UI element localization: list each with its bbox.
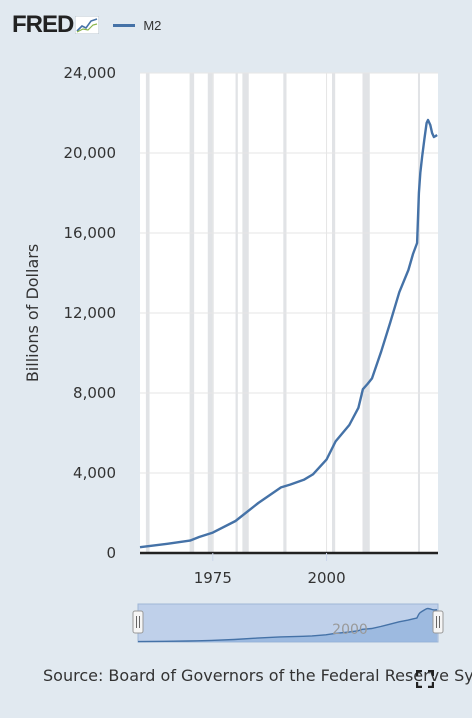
y-tick-label: 4,000 bbox=[73, 464, 116, 482]
y-tick-label: 0 bbox=[106, 544, 116, 562]
navigator-handle-right[interactable] bbox=[432, 610, 444, 634]
y-axis-label: Billions of Dollars bbox=[23, 244, 42, 382]
fred-chart-logo-icon[interactable] bbox=[75, 16, 100, 34]
series-line-m2 bbox=[139, 118, 438, 549]
navigator-handle-left[interactable] bbox=[132, 610, 144, 634]
navigator-area bbox=[138, 608, 438, 642]
x-tick-label: 1975 bbox=[194, 569, 232, 587]
legend-swatch bbox=[113, 23, 136, 27]
fred-logo-text[interactable]: FRED bbox=[12, 11, 74, 38]
y-tick-label: 20,000 bbox=[64, 144, 117, 162]
fred-header: FRED M2 bbox=[12, 8, 161, 42]
x-tick-label: 2000 bbox=[307, 569, 345, 587]
y-tick-label: 8,000 bbox=[73, 384, 116, 402]
chart-legend[interactable]: M2 bbox=[113, 18, 161, 33]
y-tick-label: 12,000 bbox=[64, 304, 117, 322]
navigator-label: 2000 bbox=[332, 622, 368, 638]
source-note: Source: Board of Governors of the Federa… bbox=[43, 666, 472, 685]
legend-label: M2 bbox=[143, 17, 162, 33]
navigator-series-line bbox=[137, 607, 438, 643]
y-tick-label: 24,000 bbox=[64, 64, 117, 82]
y-tick-label: 16,000 bbox=[64, 224, 117, 242]
fullscreen-expand-icon[interactable] bbox=[416, 670, 434, 688]
